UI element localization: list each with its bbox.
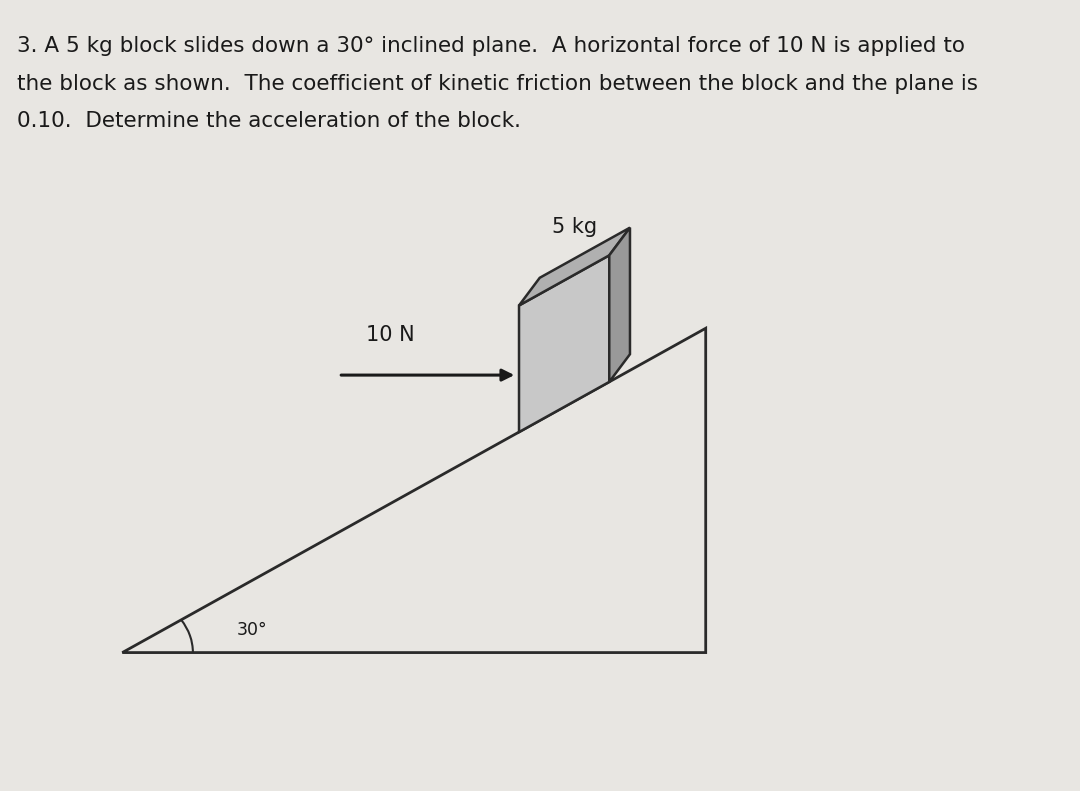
Text: the block as shown.  The coefficient of kinetic friction between the block and t: the block as shown. The coefficient of k… xyxy=(17,74,977,93)
Polygon shape xyxy=(519,228,630,305)
Text: 3. A 5 kg block slides down a 30° inclined plane.  A horizontal force of 10 N is: 3. A 5 kg block slides down a 30° inclin… xyxy=(17,36,964,55)
Polygon shape xyxy=(519,255,609,432)
Text: 10 N: 10 N xyxy=(366,325,415,345)
Text: 30°: 30° xyxy=(237,621,267,639)
Text: 5 kg: 5 kg xyxy=(552,217,597,237)
Text: 0.10.  Determine the acceleration of the block.: 0.10. Determine the acceleration of the … xyxy=(17,111,521,131)
Polygon shape xyxy=(609,228,630,382)
